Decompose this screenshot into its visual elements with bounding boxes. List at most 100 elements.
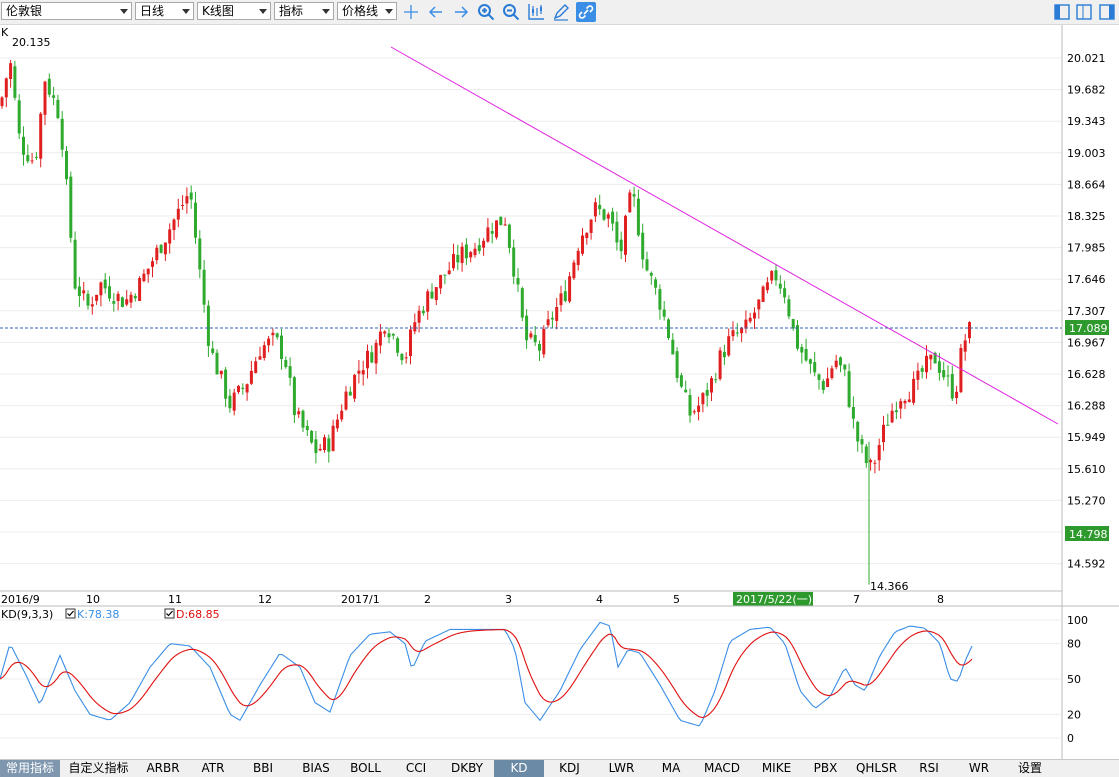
tab-bbi[interactable]: BBI [252, 761, 273, 775]
zoom-out-button[interactable] [501, 2, 521, 22]
candle-body [559, 293, 563, 306]
tab-cci[interactable]: CCI [405, 761, 427, 775]
tab-qhlsr[interactable]: QHLSR [855, 761, 898, 775]
tab-kd[interactable]: KD [494, 760, 544, 777]
zoom-in-button[interactable] [476, 2, 496, 22]
candle-body [516, 278, 520, 285]
tab-boll[interactable]: BOLL [350, 761, 381, 775]
candle-body [305, 425, 309, 431]
layout-left-button[interactable] [1052, 2, 1072, 22]
candle-body [843, 364, 847, 370]
candle-body [473, 248, 477, 256]
candle-body [727, 336, 731, 356]
candle-body [439, 275, 443, 289]
time-axis: 2016/9 10 11 12 2017/1 2 3 4 5 7 8 [1, 593, 944, 606]
crosshair-price-tag [1065, 526, 1109, 541]
candle-body [366, 350, 369, 369]
candle-body [890, 410, 894, 423]
period-dropdown[interactable]: 日线 [135, 2, 194, 20]
tab-ma[interactable]: MA [661, 761, 681, 775]
candle-body [598, 204, 602, 210]
candle-body [39, 113, 43, 159]
candle-body [778, 283, 782, 289]
candle-body [348, 391, 352, 396]
candle-body [99, 282, 103, 296]
x-tick-label: 3 [505, 593, 512, 606]
layout-window-button[interactable] [1074, 2, 1094, 22]
tab-bias[interactable]: BIAS [302, 761, 330, 775]
candle-body [155, 247, 159, 261]
candle-body [374, 342, 378, 364]
tab-macd[interactable]: MACD [704, 761, 740, 775]
candle-body [490, 231, 494, 234]
candle-body [576, 250, 580, 265]
zoom-in-icon [478, 4, 495, 21]
candle-body [950, 374, 954, 399]
toolbar: 伦敦银 日线 K线图 指标 价格线 [0, 0, 1119, 25]
candle-body [146, 268, 150, 275]
candle-body [654, 279, 658, 288]
tab-rsi[interactable]: RSI [919, 761, 939, 775]
candle-body [658, 289, 662, 310]
link-button[interactable] [576, 2, 596, 22]
candle-body [52, 95, 56, 98]
candle-body [916, 370, 920, 380]
price-line-dropdown[interactable]: 价格线 [337, 2, 397, 20]
candle-body [262, 345, 266, 358]
layout-right-button[interactable] [1097, 2, 1117, 22]
candlestick-icon [528, 4, 544, 20]
candle-body [731, 330, 735, 337]
candle-body [796, 325, 799, 349]
x-tick-label: 11 [168, 593, 182, 606]
candle-body [563, 291, 567, 302]
crosshair-date-tag [733, 592, 813, 606]
symbol-dropdown[interactable]: 伦敦银 [1, 2, 132, 20]
candle-body [684, 389, 688, 393]
candle-body [469, 252, 473, 258]
crosshair-button[interactable] [401, 2, 421, 22]
candle-body [572, 262, 576, 279]
indicator-value: 指标 [279, 4, 304, 18]
candle-body [757, 299, 761, 310]
candle-body [555, 306, 559, 321]
candle-body [344, 391, 348, 410]
candle-body [499, 216, 503, 226]
candle-body [292, 377, 296, 416]
candle-body [722, 351, 726, 358]
candle-body [774, 270, 778, 281]
chevron-down-icon [322, 9, 330, 14]
tab-atr[interactable]: ATR [201, 761, 225, 775]
candle-body [679, 375, 683, 387]
trend-line[interactable] [390, 46, 1059, 425]
tab-自定义指标[interactable]: 自定义指标 [68, 761, 129, 775]
tab-kdj[interactable]: KDJ [559, 761, 580, 775]
chevron-down-icon [259, 9, 267, 14]
candle-body [718, 350, 722, 379]
candles [0, 59, 971, 585]
chart-type-dropdown[interactable]: K线图 [197, 2, 271, 20]
tab-常用指标[interactable]: 常用指标 [0, 760, 60, 777]
tab-dkby[interactable]: DKBY [450, 761, 483, 775]
candle-body [770, 271, 774, 281]
tab-pbx[interactable]: PBX [813, 761, 838, 775]
tab-设置[interactable]: 设置 [1017, 761, 1042, 775]
y-tick-label: 19.343 [1067, 115, 1106, 128]
scroll-left-button[interactable] [426, 2, 446, 22]
candle-body [194, 202, 197, 238]
tab-mike[interactable]: MIKE [761, 761, 792, 775]
candle-body [701, 393, 705, 405]
candle-body [830, 368, 834, 379]
kd-tick-label: 80 [1067, 638, 1081, 651]
candle-chart-button[interactable] [526, 2, 546, 22]
scroll-right-button[interactable] [451, 2, 471, 22]
tab-arbr[interactable]: ARBR [146, 761, 180, 775]
tab-lwr[interactable]: LWR [608, 761, 635, 775]
chevron-down-icon [385, 9, 393, 14]
y-tick-label: 20.021 [1067, 52, 1106, 65]
price-chart[interactable]: K 20.135 14.366 20.021 19.682 19.343 19.003… [0, 25, 1119, 760]
candle-body [568, 276, 572, 302]
tab-wr[interactable]: WR [968, 761, 990, 775]
candle-body [641, 232, 645, 260]
draw-pen-button[interactable] [551, 2, 571, 22]
indicator-dropdown[interactable]: 指标 [274, 2, 334, 20]
